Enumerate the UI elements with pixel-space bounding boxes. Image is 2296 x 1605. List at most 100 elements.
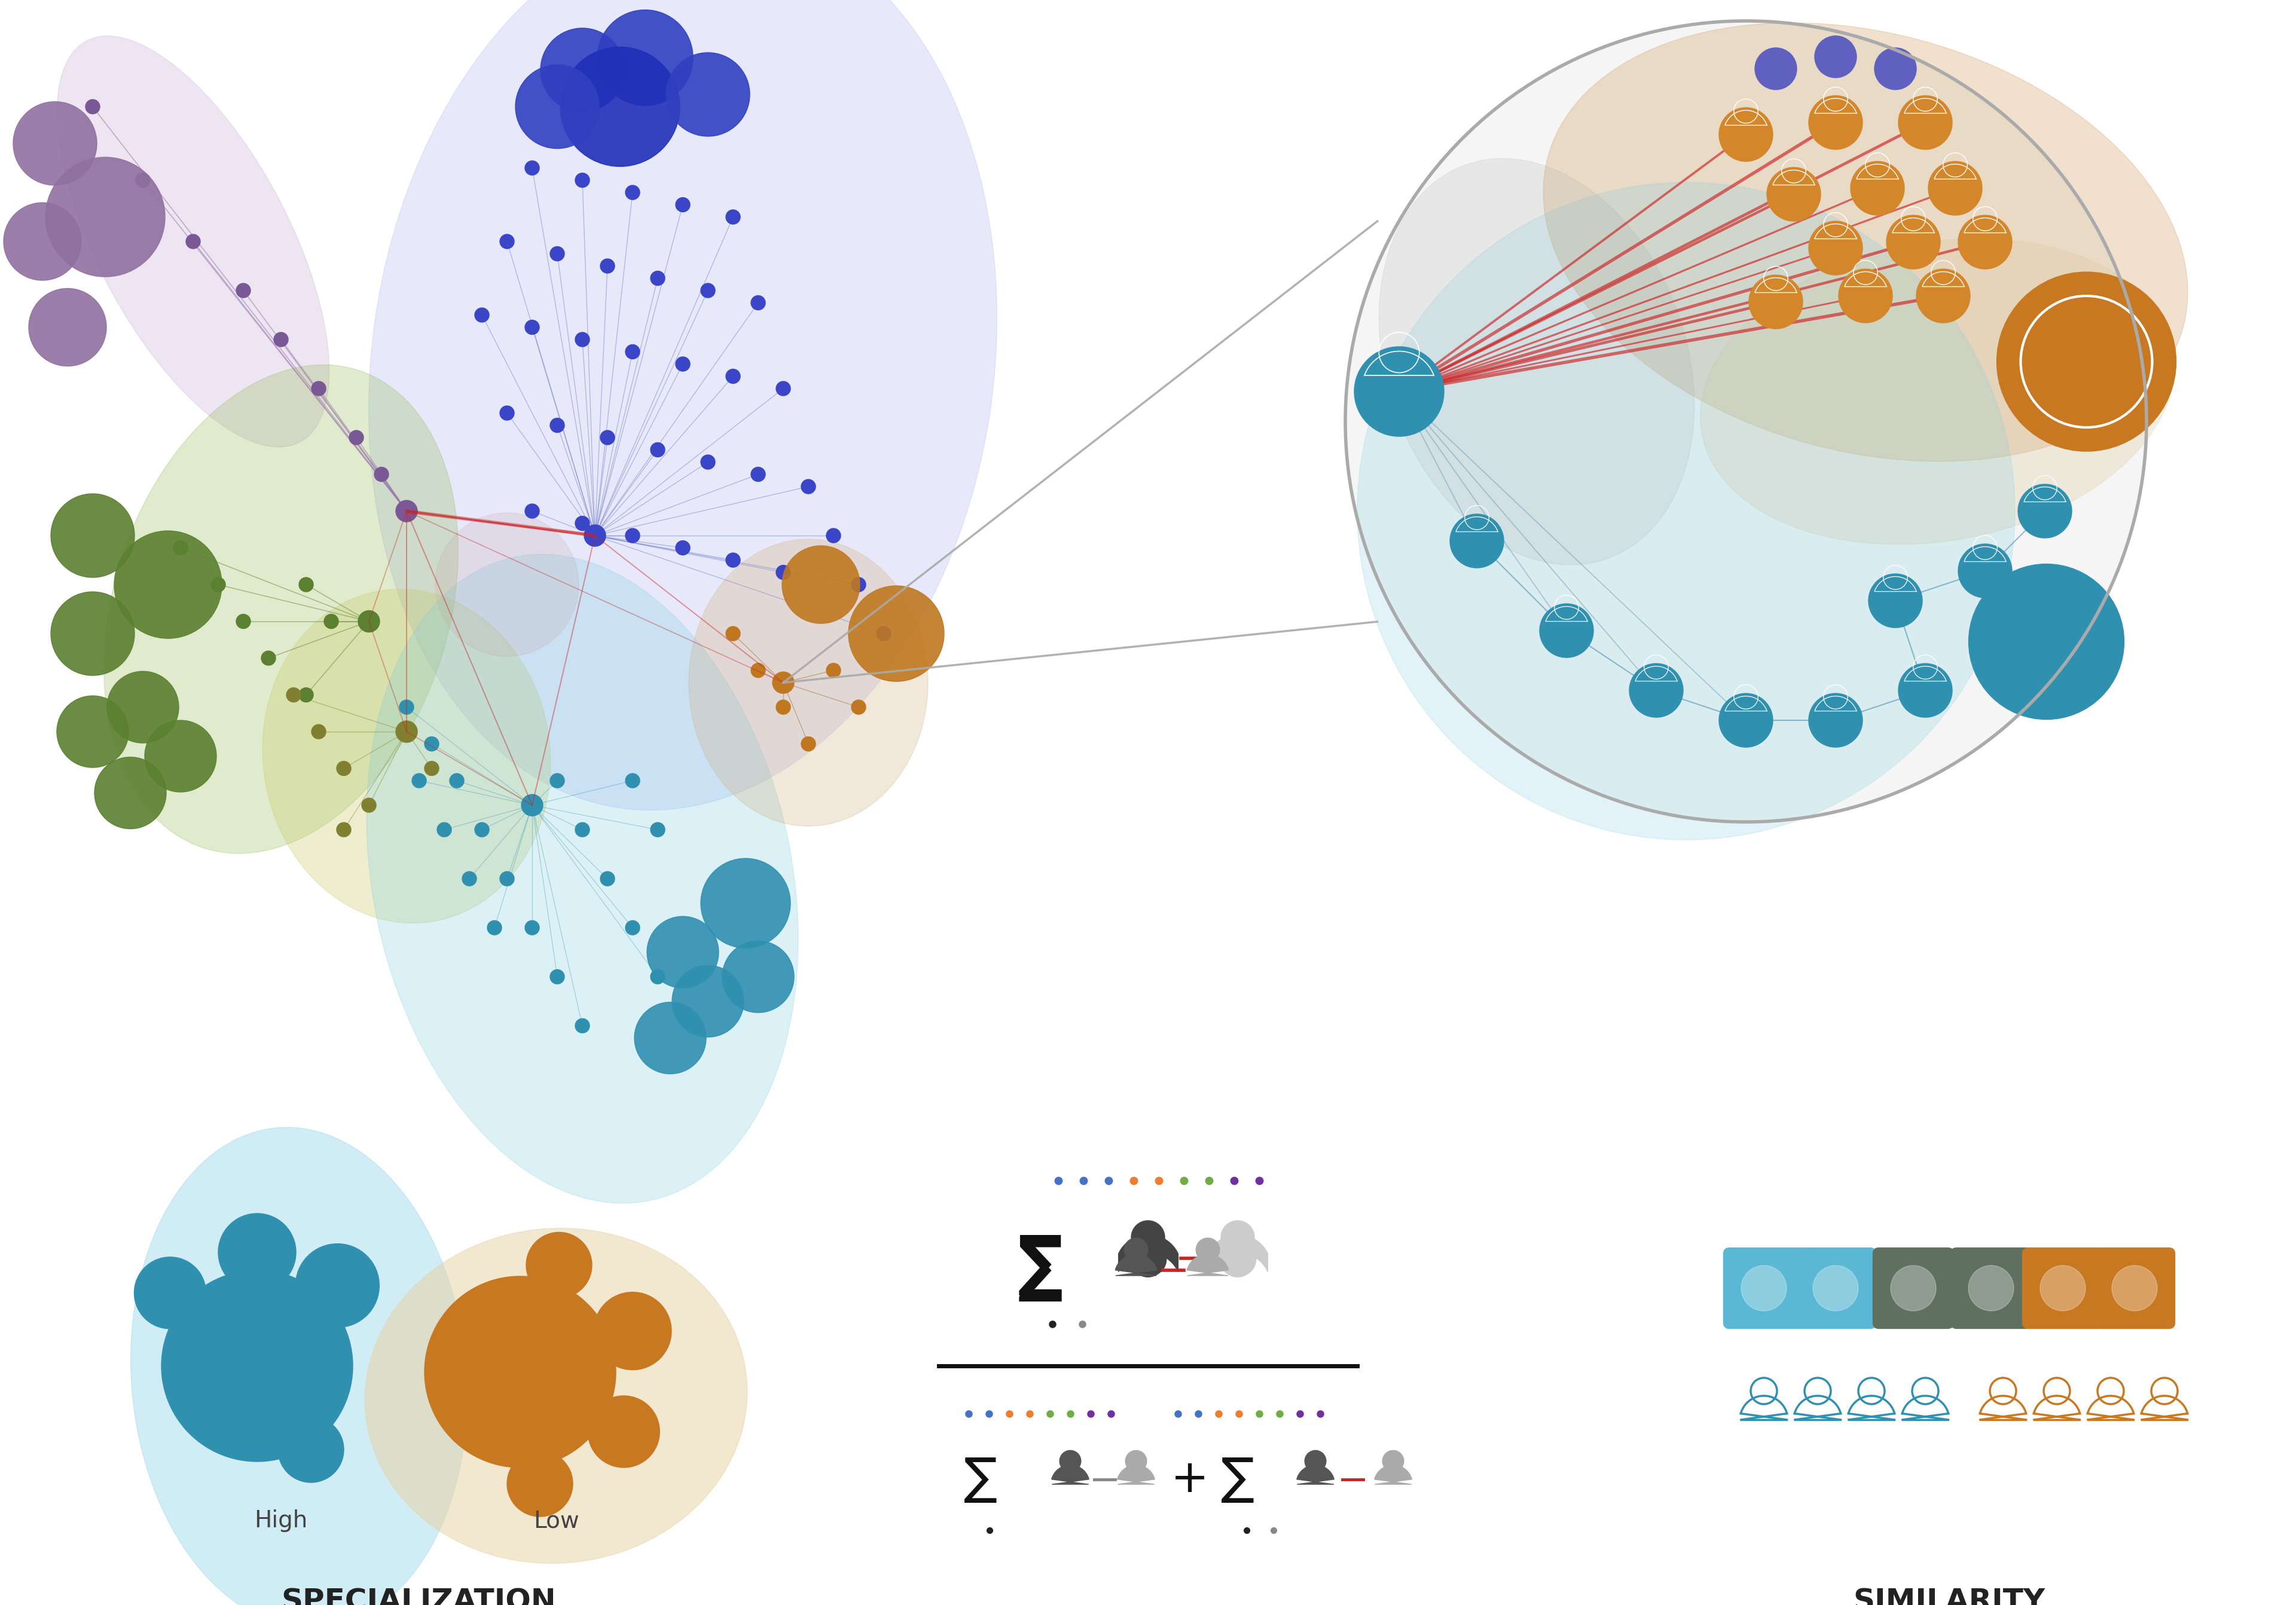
Circle shape: [461, 872, 478, 886]
Circle shape: [1125, 1451, 1146, 1472]
Circle shape: [211, 578, 225, 592]
Circle shape: [801, 480, 815, 494]
Circle shape: [526, 921, 540, 934]
FancyBboxPatch shape: [2023, 1247, 2103, 1329]
Circle shape: [298, 687, 312, 701]
Circle shape: [1968, 1265, 2014, 1311]
Ellipse shape: [1357, 183, 2016, 839]
Circle shape: [1750, 274, 1802, 329]
Ellipse shape: [14, 101, 96, 185]
Circle shape: [298, 578, 312, 592]
Circle shape: [551, 774, 565, 788]
Ellipse shape: [51, 494, 135, 578]
Ellipse shape: [5, 202, 80, 281]
Circle shape: [475, 822, 489, 836]
Circle shape: [776, 700, 790, 714]
Circle shape: [526, 504, 540, 518]
Circle shape: [1125, 1237, 1148, 1262]
Ellipse shape: [540, 29, 625, 112]
Ellipse shape: [57, 697, 129, 767]
Circle shape: [599, 430, 615, 445]
Ellipse shape: [1543, 22, 2188, 461]
Circle shape: [1814, 35, 1857, 77]
Circle shape: [1958, 544, 2011, 597]
Ellipse shape: [46, 157, 165, 276]
FancyBboxPatch shape: [1874, 1247, 1954, 1329]
Circle shape: [2018, 485, 2071, 538]
Text: SPECIALIZATION: SPECIALIZATION: [280, 1587, 556, 1605]
Circle shape: [583, 525, 606, 546]
FancyBboxPatch shape: [1795, 1247, 1876, 1329]
Circle shape: [2112, 1265, 2158, 1311]
Circle shape: [425, 737, 439, 751]
Circle shape: [751, 295, 765, 310]
Circle shape: [599, 872, 615, 886]
Circle shape: [1132, 1221, 1164, 1254]
Circle shape: [650, 822, 666, 836]
Circle shape: [726, 554, 739, 567]
Circle shape: [358, 610, 379, 632]
Circle shape: [501, 406, 514, 421]
Circle shape: [262, 652, 276, 666]
Circle shape: [726, 369, 739, 384]
Circle shape: [1917, 270, 1970, 323]
Circle shape: [576, 332, 590, 347]
Circle shape: [1196, 1237, 1219, 1262]
Circle shape: [625, 528, 641, 542]
Circle shape: [1630, 663, 1683, 717]
Circle shape: [363, 798, 377, 812]
Circle shape: [161, 1270, 354, 1462]
Ellipse shape: [108, 671, 179, 743]
Ellipse shape: [30, 289, 106, 366]
Circle shape: [135, 173, 149, 188]
Circle shape: [1839, 270, 1892, 323]
Circle shape: [1720, 108, 1773, 162]
Circle shape: [526, 319, 540, 334]
Circle shape: [650, 443, 666, 457]
Circle shape: [287, 687, 301, 701]
Ellipse shape: [57, 35, 328, 448]
Circle shape: [312, 382, 326, 396]
Text: ∑: ∑: [1017, 1239, 1063, 1302]
Circle shape: [395, 721, 418, 743]
Text: Low: Low: [533, 1509, 579, 1533]
Ellipse shape: [1380, 159, 1694, 565]
Circle shape: [576, 1019, 590, 1034]
Circle shape: [625, 774, 641, 788]
Circle shape: [576, 517, 590, 531]
Circle shape: [374, 467, 388, 482]
Circle shape: [1814, 1265, 1857, 1311]
Polygon shape: [1118, 1465, 1155, 1485]
Circle shape: [487, 921, 501, 934]
Circle shape: [85, 100, 99, 114]
Ellipse shape: [94, 758, 165, 828]
Circle shape: [400, 700, 413, 714]
Circle shape: [1958, 215, 2011, 270]
Circle shape: [551, 969, 565, 984]
FancyBboxPatch shape: [1724, 1247, 1805, 1329]
Circle shape: [521, 794, 542, 815]
Circle shape: [1061, 1451, 1081, 1472]
Circle shape: [1221, 1221, 1254, 1254]
Text: ⬤: ⬤: [1217, 1239, 1258, 1278]
Polygon shape: [1187, 1254, 1228, 1276]
Circle shape: [296, 1244, 379, 1327]
Ellipse shape: [1701, 239, 2174, 544]
Circle shape: [218, 1213, 296, 1290]
Circle shape: [186, 234, 200, 249]
Circle shape: [852, 578, 866, 592]
Circle shape: [1869, 575, 1922, 628]
Circle shape: [312, 724, 326, 738]
Circle shape: [576, 173, 590, 188]
Ellipse shape: [634, 1002, 707, 1074]
Ellipse shape: [647, 916, 719, 989]
Circle shape: [236, 284, 250, 297]
Ellipse shape: [514, 64, 599, 149]
Circle shape: [675, 356, 691, 371]
Circle shape: [726, 626, 739, 640]
Circle shape: [1355, 347, 1444, 437]
Circle shape: [174, 541, 188, 555]
Ellipse shape: [689, 539, 928, 827]
Circle shape: [650, 271, 666, 286]
Circle shape: [852, 700, 866, 714]
